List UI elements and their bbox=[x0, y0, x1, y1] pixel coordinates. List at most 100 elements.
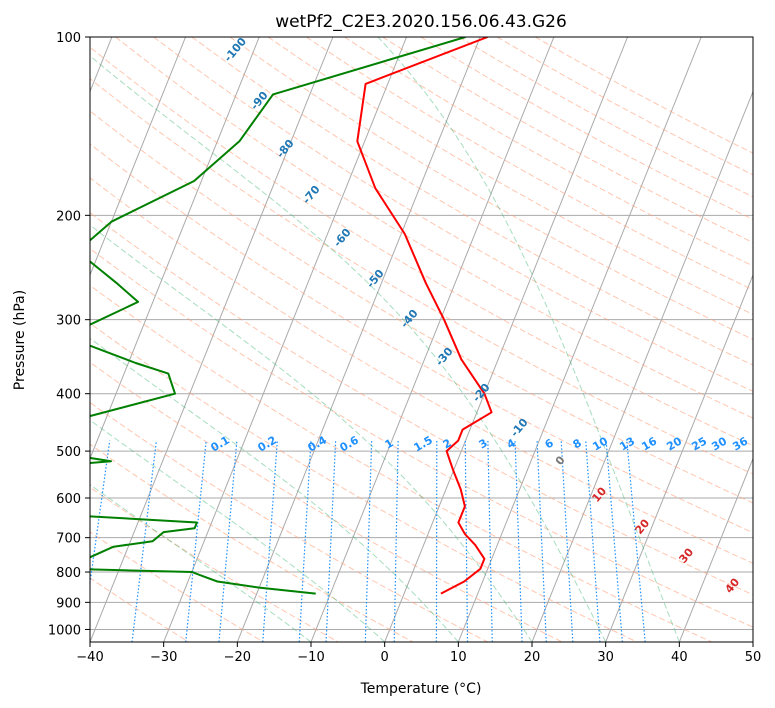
mixing-ratio-label: 30 bbox=[709, 434, 729, 453]
mixing-ratio-line bbox=[90, 440, 111, 588]
y-tick-label: 500 bbox=[56, 445, 81, 460]
y-tick-label: 600 bbox=[56, 492, 81, 507]
mixing-ratio-label: 10 bbox=[590, 434, 610, 453]
x-tick-label: 0 bbox=[381, 650, 389, 665]
plot-area: 0.1 0.2 0.4 0.6 1 1.5 2 3 4 6 8 10 13 16 20 25 30 36-100-… bbox=[90, 35, 753, 642]
dry-adiabat bbox=[90, 577, 190, 642]
mixing-ratio-line bbox=[185, 440, 207, 642]
dry-adiabat-label: -80 bbox=[274, 137, 297, 161]
dry-adiabat-label: 10 bbox=[589, 484, 609, 504]
mixing-ratio-line bbox=[514, 440, 523, 642]
mixing-ratio-line bbox=[487, 440, 493, 642]
dry-adiabat bbox=[420, 37, 753, 220]
dry-adiabat-label: -30 bbox=[433, 345, 456, 369]
dry-adiabat-label: -50 bbox=[364, 267, 387, 291]
isotherm-line bbox=[90, 37, 334, 642]
dry-adiabat-label: 30 bbox=[676, 545, 696, 565]
dry-adiabat bbox=[534, 37, 753, 154]
x-tick-label: −10 bbox=[297, 650, 324, 665]
dewpoint-line bbox=[90, 37, 466, 595]
dry-adiabat bbox=[90, 78, 753, 475]
isotherm-line bbox=[236, 37, 481, 642]
isotherm-line bbox=[752, 640, 753, 642]
x-tick-label: 30 bbox=[597, 650, 614, 665]
mixing-ratio-line bbox=[298, 440, 312, 642]
x-tick-label: 40 bbox=[671, 650, 688, 665]
dry-adiabat-label: -10 bbox=[508, 416, 531, 440]
mixing-ratio-line bbox=[560, 440, 574, 642]
dry-adiabat bbox=[90, 247, 753, 628]
isotherm-line bbox=[90, 37, 260, 460]
isotherm-line bbox=[90, 37, 187, 277]
dry-adiabat bbox=[90, 322, 638, 642]
moist-adiabat bbox=[90, 337, 459, 642]
dry-adiabat bbox=[90, 531, 264, 642]
dry-adiabat bbox=[90, 401, 488, 642]
dry-adiabat-label: -70 bbox=[300, 183, 323, 207]
dry-adiabat bbox=[115, 37, 753, 419]
mixing-ratio-label: 20 bbox=[664, 434, 684, 453]
y-tick-label: 100 bbox=[56, 31, 81, 46]
dry-adiabat bbox=[90, 284, 712, 642]
plot-frame bbox=[89, 36, 754, 643]
mixing-ratio-label: 2 bbox=[441, 436, 454, 451]
mixing-ratio-line bbox=[218, 440, 238, 642]
y-tick-label: 700 bbox=[56, 532, 81, 547]
moist-adiabat bbox=[90, 484, 312, 642]
mixing-ratio-line bbox=[605, 440, 623, 642]
y-tick-label: 1000 bbox=[48, 623, 81, 638]
dry-adiabat bbox=[90, 443, 414, 642]
dry-adiabat-label: -40 bbox=[398, 307, 421, 331]
dry-adiabat bbox=[306, 37, 753, 291]
dry-adiabat-label: 0 bbox=[553, 453, 568, 467]
y-axis-label: Pressure (hPa) bbox=[12, 290, 28, 390]
dry-adiabat bbox=[229, 37, 753, 341]
isotherm-line bbox=[531, 90, 753, 642]
dry-adiabat bbox=[90, 110, 753, 504]
x-tick-label: −40 bbox=[76, 650, 103, 665]
dry-adiabat-label: -100 bbox=[221, 35, 249, 65]
dry-adiabat-label: -90 bbox=[248, 89, 271, 113]
y-tick-label: 400 bbox=[56, 388, 81, 403]
isotherm-line bbox=[678, 457, 753, 642]
x-tick-label: 50 bbox=[745, 650, 762, 665]
dry-adiabat bbox=[90, 486, 339, 642]
mixing-ratio-line bbox=[536, 440, 547, 642]
mixing-ratio-label: 13 bbox=[617, 435, 637, 454]
chart-title: wetPf2_C2E3.2020.156.06.43.G26 bbox=[275, 12, 567, 32]
dry-adiabat-label: 40 bbox=[722, 575, 742, 595]
mixing-ratio-line bbox=[585, 440, 601, 642]
mixing-ratio-label: 36 bbox=[730, 434, 750, 453]
x-tick-label: 20 bbox=[524, 650, 541, 665]
mixing-ratio-line bbox=[464, 440, 469, 642]
isotherm-line bbox=[457, 37, 702, 642]
y-tick-label: 200 bbox=[56, 209, 81, 224]
y-tick-label: 900 bbox=[56, 596, 81, 611]
isotherm-line bbox=[163, 37, 408, 642]
x-axis-label: Temperature (°C) bbox=[360, 681, 482, 697]
y-tick-label: 800 bbox=[56, 566, 81, 581]
mixing-ratio-line bbox=[325, 440, 337, 642]
x-tick-label: 10 bbox=[450, 650, 467, 665]
dry-adiabat bbox=[90, 46, 753, 447]
mixing-ratio-label: 25 bbox=[689, 435, 709, 454]
moist-adiabat bbox=[90, 419, 386, 642]
moist-adiabat bbox=[90, 55, 607, 642]
dry-adiabat-label: -20 bbox=[470, 381, 493, 405]
dry-adiabat-label: -60 bbox=[331, 226, 354, 250]
dry-adiabat bbox=[90, 143, 753, 534]
dry-adiabat bbox=[191, 37, 753, 366]
dry-adiabat bbox=[90, 212, 753, 596]
dry-adiabat bbox=[153, 37, 753, 392]
y-tick-label: 300 bbox=[56, 314, 81, 329]
moist-adiabat bbox=[377, 37, 680, 642]
isotherm-line bbox=[605, 273, 753, 642]
mixing-ratio-line bbox=[262, 440, 278, 642]
moist-adiabat bbox=[90, 224, 533, 642]
dry-adiabat bbox=[267, 37, 753, 315]
isotherm-line bbox=[384, 37, 629, 642]
x-tick-label: −20 bbox=[224, 650, 251, 665]
x-tick-label: −30 bbox=[150, 650, 177, 665]
mixing-ratio-line bbox=[364, 440, 373, 642]
